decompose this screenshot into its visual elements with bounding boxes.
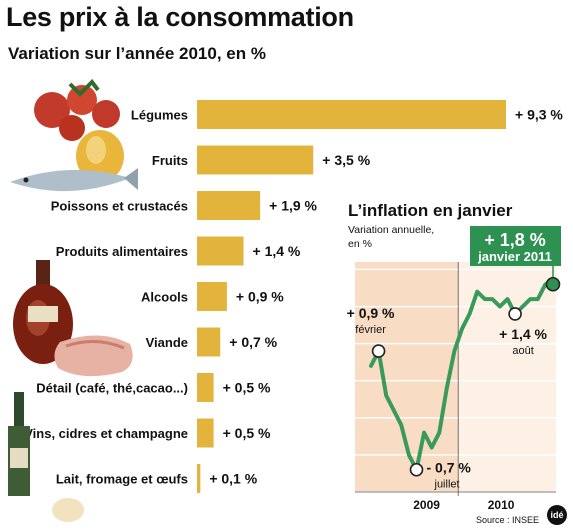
- bar-value-label: + 0,9 %: [236, 289, 284, 305]
- bar: [197, 100, 506, 129]
- bar-value-label: + 1,9 %: [269, 198, 317, 214]
- bar-value-label: + 0,1 %: [209, 471, 257, 487]
- bar: [197, 282, 227, 311]
- annotation-month: juillet: [434, 479, 460, 491]
- page-title: Les prix à la consommation: [6, 2, 354, 32]
- bar: [197, 373, 214, 402]
- line-chart-subtitle: Variation annuelle,: [348, 224, 434, 236]
- bar: [197, 418, 214, 448]
- line-chart-subtitle-unit: en %: [348, 238, 372, 250]
- bar-category-label: Alcools: [141, 290, 188, 305]
- bar: [197, 464, 201, 493]
- page-subtitle: Variation sur l’année 2010, en %: [8, 44, 266, 63]
- tomato-icon: [34, 78, 120, 141]
- annotation-marker: [371, 344, 386, 358]
- egg-icon: [52, 498, 84, 522]
- annotation-value: + 0,9 %: [347, 305, 395, 321]
- bar-value-label: + 9,3 %: [515, 107, 563, 123]
- highlight-date: janvier 2011: [477, 249, 552, 264]
- annotation-value: - 0,7 %: [427, 460, 472, 476]
- annotation-month: août: [512, 345, 533, 357]
- fish-icon: [10, 168, 138, 192]
- inflation-line: [369, 282, 555, 472]
- highlight-box: [470, 226, 561, 266]
- bar-category-label: Produits alimentaires: [56, 244, 188, 259]
- bar-category-label: Vins, cidres et champagne: [24, 426, 188, 441]
- bar-value-label: + 3,5 %: [322, 152, 370, 168]
- bar: [197, 327, 221, 357]
- champagne-bottle-icon: [8, 392, 30, 496]
- highlight-marker: [545, 276, 561, 292]
- bar-category-label: Fruits: [152, 153, 188, 168]
- inflation-line-chart: 2009 2010 L’inflation en janvier Variation …: [347, 201, 561, 512]
- x-tick-label: 2009: [413, 498, 440, 512]
- x-tick-label: 2010: [488, 498, 515, 512]
- annotation-value: + 1,4 %: [499, 326, 547, 342]
- bar-category-label: Viande: [146, 335, 188, 350]
- annotation-month: février: [355, 324, 386, 336]
- bar-category-label: Légumes: [131, 108, 188, 123]
- annotation-marker: [409, 462, 424, 477]
- year-2009-band: [355, 262, 459, 492]
- pear-icon: [76, 130, 124, 182]
- line-chart-title: L’inflation en janvier: [348, 201, 513, 220]
- bar-value-label: + 0,7 %: [229, 334, 277, 350]
- source-label: Source : INSEE: [475, 515, 539, 525]
- bar: [197, 236, 244, 266]
- bar-category-label: Détail (café, thé,cacao...): [36, 381, 188, 396]
- bar: [197, 145, 314, 175]
- bar: [197, 191, 261, 220]
- meat-icon: [54, 335, 133, 377]
- annotation-marker: [508, 307, 522, 321]
- highlight-value: + 1,8 %: [484, 230, 546, 250]
- bar-chart: Légumes + 9,3 % Fruits + 3,5 % Poissons et c…: [23, 100, 563, 493]
- food-illustrations: [8, 78, 138, 522]
- bar-category-label: Poissons et crustacés: [51, 199, 188, 214]
- publisher-logo: idé: [547, 505, 567, 525]
- bar-category-label: Lait, fromage et œufs: [56, 472, 188, 487]
- bar-value-label: + 0,5 %: [223, 380, 271, 396]
- bar-value-label: + 0,5 %: [223, 425, 271, 441]
- bar-value-label: + 1,4 %: [253, 243, 301, 259]
- cognac-bottle-icon: [13, 260, 73, 364]
